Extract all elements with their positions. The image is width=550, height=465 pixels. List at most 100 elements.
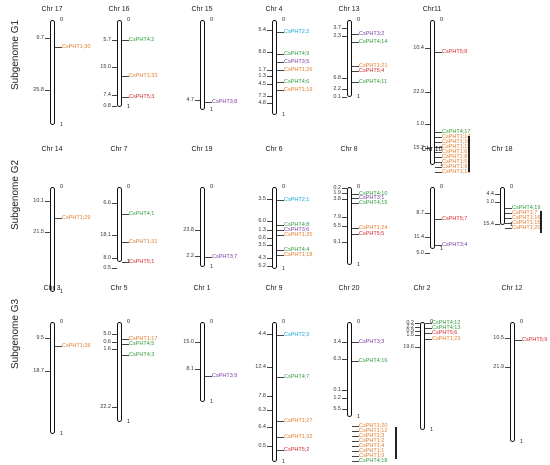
gene-tick	[122, 97, 129, 98]
position-label: 0.9	[406, 328, 414, 334]
chromosome-start-label: 0	[357, 17, 361, 23]
position-tick	[195, 342, 200, 343]
position-tick	[495, 194, 500, 195]
position-label: 1.2	[333, 395, 341, 401]
position-label: 0.1	[333, 387, 341, 393]
gene-tick	[277, 54, 284, 55]
gene-tick	[435, 245, 442, 246]
gene-label: CsPHT5;3	[129, 94, 155, 100]
chromosome-end-label: 1	[60, 289, 64, 295]
chromosome-bar	[50, 322, 55, 434]
gene-label: CsPHT1;29	[62, 215, 91, 221]
position-tick	[112, 106, 117, 107]
position-label: 11.4	[413, 234, 424, 240]
gene-tick	[435, 147, 442, 148]
gene-label: CsPHT1;24	[359, 225, 388, 231]
position-tick	[267, 238, 272, 239]
gene-tick	[352, 198, 359, 199]
gene-label: CsPHT3;3	[359, 339, 385, 345]
chromosome-name: Chr 2	[413, 285, 431, 292]
cluster-bracket	[395, 447, 397, 459]
chromosome-bar	[117, 20, 122, 107]
chromosome-end-label: 1	[127, 419, 131, 425]
gene-label: CsPHT4;6	[284, 79, 310, 85]
position-tick	[267, 103, 272, 104]
position-tick	[267, 367, 272, 368]
position-tick	[505, 367, 510, 368]
position-tick	[267, 30, 272, 31]
gene-tick	[352, 228, 359, 229]
gene-tick	[435, 132, 442, 133]
gene-tick	[55, 218, 62, 219]
position-tick	[45, 338, 50, 339]
position-tick	[112, 235, 117, 236]
gene-tick	[435, 162, 442, 163]
chromosome-end-label: 1	[210, 264, 214, 270]
gene-tick	[352, 203, 359, 204]
gene-label: CsPHT1;28	[62, 343, 91, 349]
gene-tick	[277, 421, 284, 422]
gene-tick	[277, 335, 284, 336]
gene-tick	[352, 194, 359, 195]
position-label: 25.8	[33, 87, 44, 93]
position-label: 6.3	[258, 407, 266, 413]
gene-tick	[352, 431, 359, 432]
cluster-bracket	[395, 427, 397, 447]
position-label: 6.4	[258, 424, 266, 430]
gene-tick	[425, 323, 432, 324]
gene-tick	[55, 47, 62, 48]
gene-label: CsPHT3;6	[284, 227, 310, 233]
gene-label: CsPHT1;20	[512, 225, 541, 231]
position-label: 5.4	[258, 27, 266, 33]
chromosome-bar	[420, 322, 425, 430]
position-tick	[495, 202, 500, 203]
gene-label: CsPHT2;2	[284, 29, 310, 35]
position-label: 1.3	[258, 73, 266, 79]
chromosome-end-label: 1	[520, 439, 524, 445]
position-label: 18.1	[100, 232, 111, 238]
position-label: 8.0	[103, 255, 111, 261]
gene-tick	[122, 339, 129, 340]
chromosome-name: Chr 10	[421, 146, 443, 153]
gene-label: CsPHT3;7	[212, 254, 238, 260]
gene-label: CsPHT3;2	[359, 31, 385, 37]
gene-label: CsPHT1;21	[359, 63, 388, 69]
gene-tick	[277, 82, 284, 83]
chromosome-end-label: 1	[430, 427, 434, 433]
position-tick	[415, 331, 420, 332]
gene-tick	[505, 223, 512, 224]
gene-label: CsPHT4;15	[359, 200, 388, 206]
gene-tick	[55, 346, 62, 347]
chromosome-bar	[117, 187, 122, 262]
gene-label: CsPHT1;15	[512, 220, 541, 226]
position-label: 6.0	[258, 218, 266, 224]
chromosome-name: Chr 3	[43, 285, 61, 292]
gene-label: CsPHT4;5	[129, 341, 155, 347]
gene-label: CsPHT5;4	[359, 68, 385, 74]
position-tick	[342, 242, 347, 243]
position-label: 0.5	[258, 443, 266, 449]
gene-label: CsPHT5;8	[442, 49, 468, 55]
chromosome-bar	[200, 20, 205, 110]
position-label: 3.5	[258, 196, 266, 202]
position-tick	[195, 256, 200, 257]
chromosome-start-label: 0	[357, 184, 361, 190]
position-tick	[425, 92, 430, 93]
chromosome-start-label: 0	[127, 184, 131, 190]
gene-label: CsPHT1;8	[442, 154, 468, 160]
gene-label: CsPHT1;16	[512, 215, 541, 221]
cluster-bracket	[468, 136, 470, 172]
chromosome-start-label: 0	[357, 319, 361, 325]
chromosome-start-label: 0	[440, 17, 444, 23]
gene-tick	[277, 200, 284, 201]
position-tick	[342, 398, 347, 399]
gene-tick	[352, 66, 359, 67]
chromosome-end-label: 1	[60, 122, 64, 128]
gene-tick	[277, 230, 284, 231]
gene-label: CsPHT1;17	[129, 336, 158, 342]
position-tick	[45, 201, 50, 202]
position-tick	[415, 335, 420, 336]
position-label: 5.0	[416, 250, 424, 256]
position-tick	[112, 95, 117, 96]
position-tick	[267, 70, 272, 71]
